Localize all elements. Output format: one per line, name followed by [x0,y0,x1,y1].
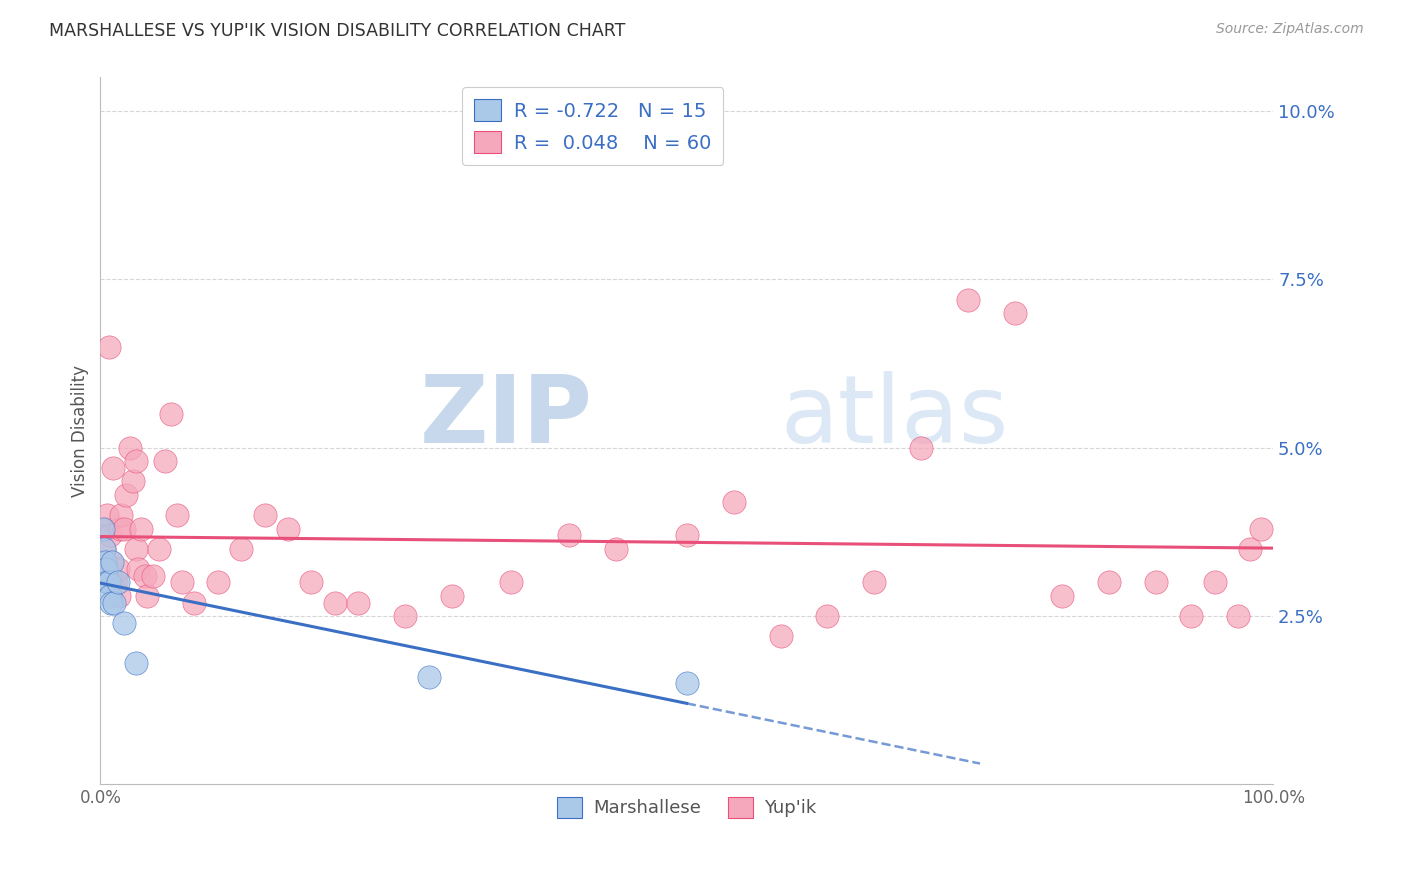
Point [769,629,792,643]
Text: Source: ZipAtlas.com: Source: ZipAtlas.com [1216,22,1364,37]
Legend: Marshallese, Yup'ik: Marshallese, Yup'ik [550,789,824,825]
Point [323,596,346,610]
Point [394,609,416,624]
Point [301,575,323,590]
Point [817,609,839,624]
Point [93,541,115,556]
Point [97,575,120,590]
Point [347,596,370,610]
Point [112,522,135,536]
Point [103,575,125,590]
Point [124,454,146,468]
Point [107,562,129,576]
Point [675,676,697,690]
Point [110,522,132,536]
Point [1250,522,1272,536]
Point [441,589,464,603]
Point [98,589,121,603]
Point [97,340,120,354]
Point [110,508,132,522]
Point [1180,609,1202,624]
Point [863,575,886,590]
Point [104,575,127,590]
Point [605,541,627,556]
Point [101,555,124,569]
Point [723,494,745,508]
Point [277,522,299,536]
Point [124,541,146,556]
Point [153,454,176,468]
Point [1098,575,1121,590]
Point [229,541,252,556]
Point [134,568,156,582]
Point [96,508,118,522]
Text: atlas: atlas [780,371,1010,463]
Point [122,475,145,489]
Point [1004,306,1026,320]
Point [100,596,122,610]
Point [100,555,122,569]
Point [108,589,131,603]
Point [98,528,121,542]
Point [107,575,129,590]
Point [103,596,125,610]
Point [131,522,153,536]
Point [166,508,188,522]
Point [675,528,697,542]
Point [1144,575,1167,590]
Point [172,575,194,590]
Point [136,589,159,603]
Point [148,541,170,556]
Point [957,293,980,307]
Point [910,441,932,455]
Point [142,568,165,582]
Text: MARSHALLESE VS YUP'IK VISION DISABILITY CORRELATION CHART: MARSHALLESE VS YUP'IK VISION DISABILITY … [49,22,626,40]
Point [1226,609,1249,624]
Y-axis label: Vision Disability: Vision Disability [72,365,89,497]
Point [1239,541,1261,556]
Point [558,528,581,542]
Point [94,555,117,569]
Point [1204,575,1226,590]
Point [253,508,276,522]
Point [93,541,115,556]
Point [103,461,125,475]
Point [207,575,229,590]
Point [115,488,138,502]
Point [418,670,440,684]
Point [96,562,118,576]
Point [159,407,181,421]
Point [101,575,124,590]
Text: ZIP: ZIP [420,371,593,463]
Point [499,575,522,590]
Point [91,522,114,536]
Point [183,596,205,610]
Point [94,555,117,569]
Point [1050,589,1073,603]
Point [127,562,149,576]
Point [112,615,135,630]
Point [124,657,146,671]
Point [96,522,118,536]
Point [118,441,141,455]
Point [96,575,118,590]
